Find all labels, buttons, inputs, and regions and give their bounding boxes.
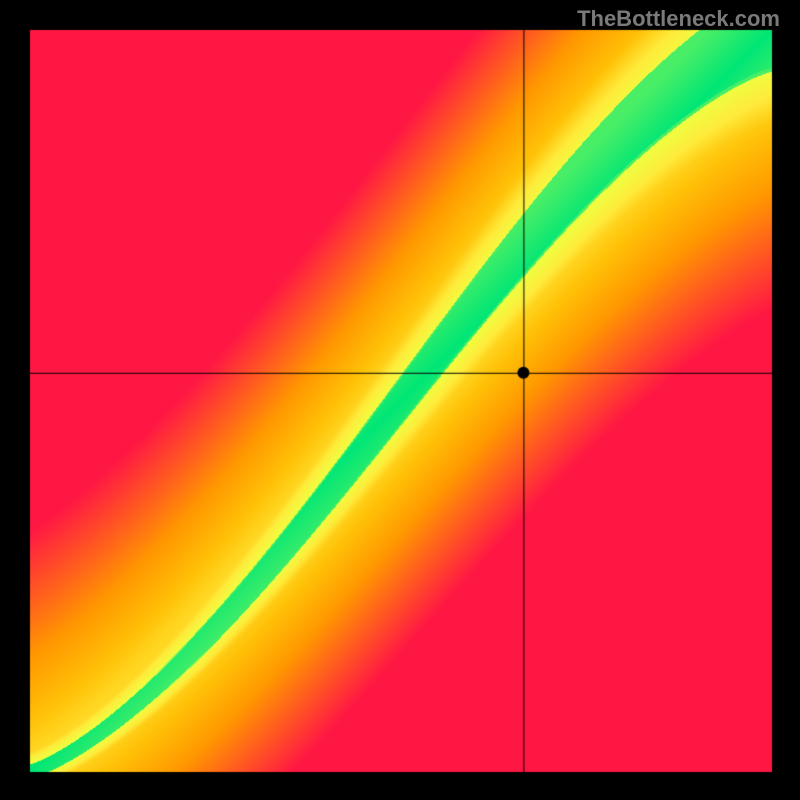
- watermark-text: TheBottleneck.com: [577, 6, 780, 32]
- bottleneck-heatmap: [0, 0, 800, 800]
- chart-container: TheBottleneck.com: [0, 0, 800, 800]
